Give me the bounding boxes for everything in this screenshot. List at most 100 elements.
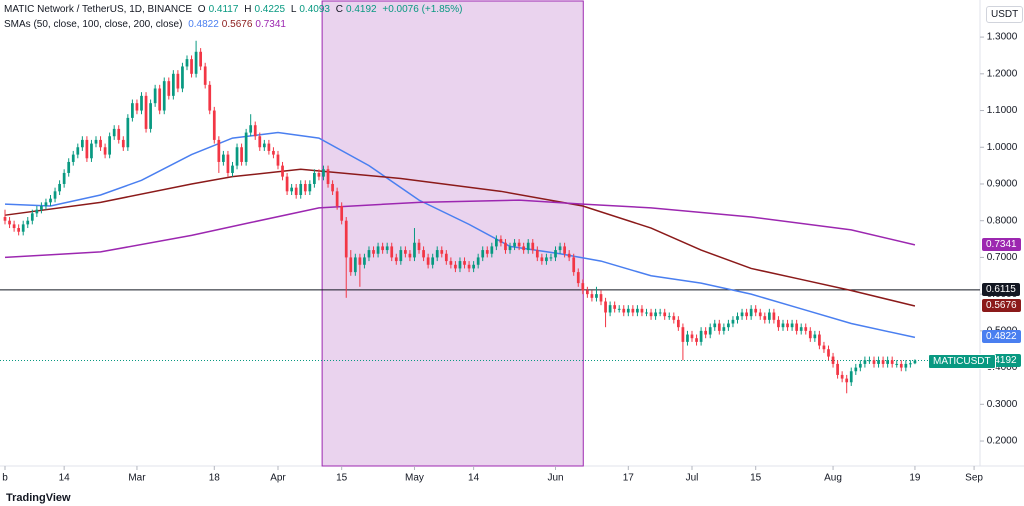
ohlc-value: 0.4093 <box>299 4 330 15</box>
y-tick-label: 1.3000 <box>987 32 1018 43</box>
candle-body <box>658 312 662 314</box>
candle-body <box>513 242 516 247</box>
candle-body <box>117 128 121 140</box>
candle-body <box>376 246 380 254</box>
x-tick-label: b <box>2 473 8 484</box>
candle-body <box>231 165 234 173</box>
candle-body <box>344 220 348 258</box>
candle-body <box>331 183 334 192</box>
candle-body <box>695 338 698 342</box>
candle-body <box>713 323 717 328</box>
symbol-badge: MATICUSDT <box>928 353 996 369</box>
candle-body <box>240 147 243 162</box>
candle-body <box>585 290 589 295</box>
candle-body <box>831 356 835 364</box>
candle-body <box>704 330 708 335</box>
y-tick-label: 1.1000 <box>987 105 1018 116</box>
candle-body <box>62 172 66 184</box>
candle-body <box>76 147 80 155</box>
x-tick-label: Sep <box>965 473 983 484</box>
candle-body <box>3 217 7 221</box>
candle-body <box>599 294 603 302</box>
candle-body <box>167 81 171 96</box>
indicator-value: 0.4822 <box>188 19 219 30</box>
candle-body <box>804 327 808 331</box>
candle-body <box>495 239 498 247</box>
candle-body <box>458 261 462 269</box>
candle-body <box>522 246 526 251</box>
candle-body <box>85 139 89 159</box>
candle-body <box>12 224 16 229</box>
candle-body <box>71 154 75 162</box>
candle-body <box>895 363 899 365</box>
candle-body <box>53 191 57 199</box>
ohlc-letter: C <box>335 4 343 15</box>
brand-logo[interactable]: TradingView <box>6 492 71 504</box>
candle-body <box>554 250 557 258</box>
candle-body <box>749 308 753 317</box>
x-tick-label: 14 <box>59 473 71 484</box>
candle-body <box>881 360 885 364</box>
candle-body <box>631 308 635 313</box>
candle-body <box>626 308 630 313</box>
candle-body <box>322 169 325 177</box>
candle-body <box>472 264 475 269</box>
candle-body <box>103 147 107 155</box>
candle-body <box>272 150 275 155</box>
candle-body <box>249 125 253 133</box>
candle-body <box>426 257 430 265</box>
currency-button[interactable]: USDT <box>986 6 1024 23</box>
candle-body <box>540 257 544 262</box>
candle-body <box>868 360 871 362</box>
x-tick-label: Jul <box>686 473 699 484</box>
candle-body <box>235 147 239 166</box>
candle-body <box>531 242 535 251</box>
candle-body <box>727 323 730 328</box>
candle-body <box>913 360 917 364</box>
candle-body <box>394 257 398 262</box>
candle-body <box>353 257 357 273</box>
candle-body <box>909 363 912 365</box>
candle-body <box>786 323 789 328</box>
price-badge: 0.5676 <box>982 299 1021 313</box>
candle-body <box>244 132 248 162</box>
candle-body <box>722 327 726 331</box>
candle-body <box>153 88 157 104</box>
candle-body <box>212 110 216 140</box>
candle-body <box>667 316 671 318</box>
candle-body <box>217 139 221 162</box>
candle-body <box>790 323 794 328</box>
candle-body <box>899 363 903 368</box>
candle-body <box>262 143 266 148</box>
candle-body <box>190 59 193 74</box>
ohlc-value: 0.4225 <box>254 4 286 15</box>
x-tick-label: May <box>405 473 424 484</box>
candle-body <box>162 81 166 111</box>
y-tick-label: 1.2000 <box>987 68 1018 79</box>
candle-body <box>777 319 780 328</box>
candle-body <box>576 272 580 284</box>
candle-body <box>590 294 594 298</box>
candle-body <box>545 257 548 262</box>
candle-body <box>158 88 162 111</box>
x-tick-label: 18 <box>209 473 221 484</box>
candle-body <box>813 334 817 339</box>
candle-body <box>663 312 667 317</box>
candle-body <box>772 312 776 320</box>
candle-body <box>281 165 284 177</box>
candle-body <box>399 250 403 262</box>
x-tick-label: Mar <box>128 473 146 484</box>
candle-body <box>654 312 657 317</box>
candle-body <box>504 242 507 251</box>
candle-body <box>126 117 130 148</box>
candle-body <box>435 250 439 258</box>
candle-body <box>99 139 102 148</box>
candle-body <box>799 327 803 331</box>
candle-body <box>676 319 680 328</box>
candle-body <box>886 360 890 364</box>
candle-body <box>131 103 134 118</box>
candle-body <box>313 172 316 184</box>
candle-body <box>604 301 607 313</box>
